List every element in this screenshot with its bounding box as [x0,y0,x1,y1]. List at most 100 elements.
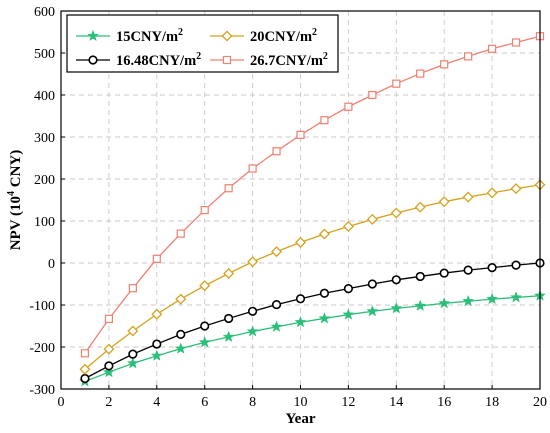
data-point [488,44,497,53]
data-point [271,246,283,258]
data-point [272,147,281,156]
data-point [103,343,115,355]
legend-label: 20CNY/m2 [250,27,317,45]
data-point [198,336,211,348]
series-layer [78,32,547,387]
y-tick-label: 600 [34,5,55,20]
data-point [152,339,162,349]
data-point [366,304,379,317]
legend-label: 26.7CNY/m2 [250,51,328,69]
data-point [510,183,522,195]
series-line [84,35,541,354]
data-point [102,365,115,378]
y-tick-label: -200 [29,341,55,356]
data-point [342,308,355,320]
x-axis-title: Year [286,411,316,427]
x-tick-label: 6 [201,395,208,410]
data-point [294,236,307,248]
data-point [366,213,378,225]
data-point [200,205,209,215]
y-tick-label: 200 [34,173,55,188]
y-axis-title-main: NPV (10 [8,196,24,250]
data-point [224,184,233,193]
data-point [247,256,259,268]
data-point [440,60,449,69]
data-point [462,191,474,203]
data-point [296,130,305,139]
data-point [294,315,307,328]
data-point [416,69,425,78]
legend-marker [222,55,232,65]
data-point [152,254,161,263]
data-point [318,312,331,324]
x-tick-label: 2 [105,395,112,410]
y-tick-label: 500 [34,47,55,62]
y-tick-label: 0 [48,257,55,272]
legend-entry: 26.7CNY/m2 [210,51,328,69]
data-point [248,306,258,316]
legend-label-main: 20CNY/m [250,29,312,45]
data-point [414,201,426,213]
x-tick-label: 8 [249,395,256,410]
data-point [271,299,282,310]
legend-label: 15CNY/m2 [116,27,183,45]
data-point [270,320,283,332]
data-point [127,325,139,337]
data-point [151,308,163,320]
x-tick-label: 4 [153,395,160,410]
series-20cny-m [79,179,546,375]
data-point [150,349,163,361]
legend-marker [88,55,98,65]
legend-label-exponent: 2 [312,27,317,38]
legend-label: 16.48CNY/m2 [116,51,201,69]
data-point [319,288,330,298]
data-point [224,313,234,324]
series-15cny-m [78,289,547,387]
data-point [463,265,473,275]
data-point [126,357,139,369]
data-point [414,299,427,311]
legend-label-exponent: 2 [196,51,201,62]
data-point [415,271,425,282]
data-point [223,267,235,280]
data-point [200,321,210,331]
data-point [511,260,521,270]
data-point [104,361,114,371]
data-point [199,280,211,292]
data-point [79,363,91,375]
legend-marker [221,30,233,42]
data-point [320,116,329,125]
legend-entry: 20CNY/m2 [210,27,317,45]
data-point [295,294,306,304]
y-tick-label: 300 [34,131,55,146]
legend-marker [86,29,100,42]
data-point [390,207,402,219]
x-tick-label: 0 [58,395,65,410]
data-point [464,52,473,61]
data-point [175,293,187,305]
data-point [246,325,259,337]
grid [61,11,540,389]
legend-label-exponent: 2 [323,51,328,62]
x-tick-label: 18 [485,395,499,410]
x-tick-label: 16 [437,395,451,410]
data-point [391,275,401,285]
y-axis-title: NPV (104 CNY) [6,150,24,251]
data-point [392,79,401,88]
data-point [222,330,235,343]
y-axis-title-unit: CNY) [8,150,24,191]
data-point [390,302,403,314]
data-point [104,314,114,323]
data-point [368,90,377,100]
series-16-48cny-m [80,258,545,384]
data-point [176,229,185,238]
y-tick-label: -300 [29,383,55,398]
data-point [343,284,354,294]
data-point [438,296,451,309]
legend-label-exponent: 2 [178,27,183,38]
data-point [344,102,353,111]
data-point [80,373,90,384]
data-point [439,268,449,278]
